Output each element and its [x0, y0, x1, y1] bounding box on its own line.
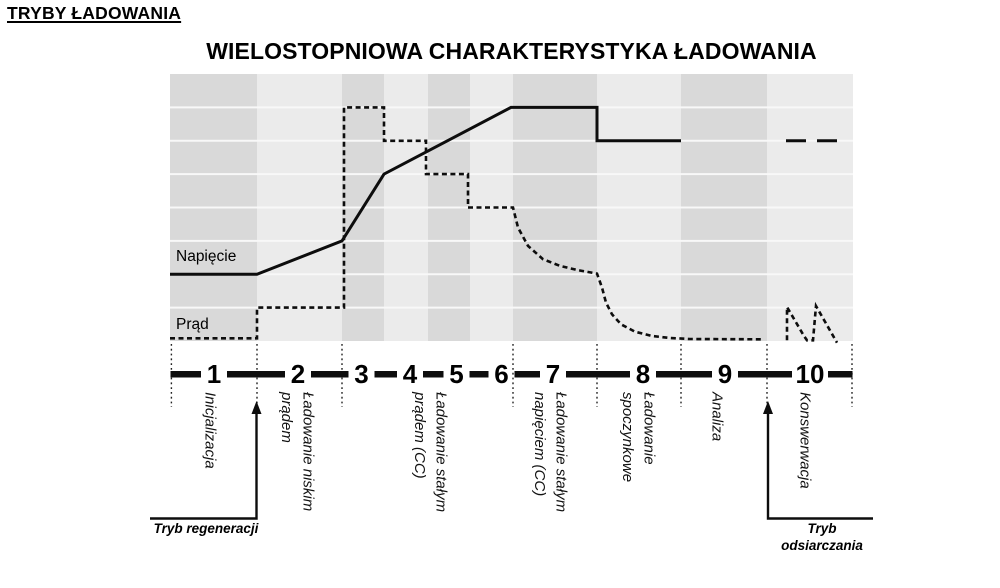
regeneration-arrow	[150, 401, 262, 520]
chart-title: WIELOSTOPNIOWA CHARAKTERYSTYKA ŁADOWANIA	[206, 38, 817, 64]
stage-separator-ticks	[170, 344, 853, 407]
voltage-curve	[170, 105, 837, 276]
arrow-up-icon	[763, 401, 773, 414]
stage-axis	[170, 371, 853, 378]
page-title: TRYBY ŁADOWANIA	[7, 3, 182, 23]
current-curve	[170, 106, 839, 344]
arrow-up-icon	[251, 401, 262, 414]
desulfation-arrow	[763, 401, 873, 520]
